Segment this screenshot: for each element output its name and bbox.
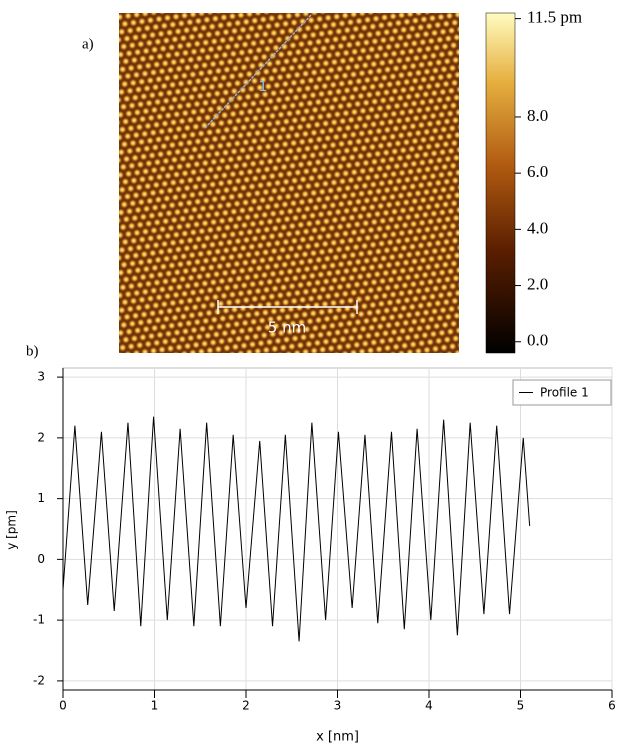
x-tick-label: 1 xyxy=(151,699,159,713)
y-tick-label: -2 xyxy=(33,673,45,687)
y-tick-label: 3 xyxy=(37,370,45,384)
x-tick-label: 6 xyxy=(608,699,616,713)
panel-label: b) xyxy=(26,343,39,359)
x-tick-label: 2 xyxy=(242,699,250,713)
x-tick-label: 3 xyxy=(334,699,342,713)
colorbar-tick-label: 2.0 xyxy=(527,274,548,293)
y-tick-label: 2 xyxy=(37,430,45,444)
x-axis-label: x [nm] xyxy=(316,730,359,745)
colorbar-tick-label: 4.0 xyxy=(527,218,548,237)
scale-bar-label: 5 nm xyxy=(268,319,306,337)
colorbar-tick-label: 8.0 xyxy=(527,106,548,125)
legend-label: Profile 1 xyxy=(540,386,589,400)
y-axis-label: y [pm] xyxy=(5,510,19,550)
panel-label: a) xyxy=(82,36,94,52)
stm-image xyxy=(119,13,459,353)
profile-line xyxy=(62,416,531,642)
y-tick-label: -1 xyxy=(33,613,45,627)
colorbar xyxy=(485,12,516,354)
profile-label: 1 xyxy=(259,79,268,95)
colorbar-tick-label: 11.5 pm xyxy=(527,8,582,27)
y-tick-label: 1 xyxy=(37,491,45,505)
x-tick-label: 4 xyxy=(425,699,433,713)
x-tick-label: 0 xyxy=(59,699,67,713)
profile-line xyxy=(204,13,313,129)
colorbar-tick-label: 6.0 xyxy=(527,162,548,181)
x-tick-label: 5 xyxy=(517,699,525,713)
colorbar-tick-label: 0.0 xyxy=(527,331,548,350)
y-tick-label: 0 xyxy=(37,552,45,566)
scale-bar xyxy=(217,300,358,314)
